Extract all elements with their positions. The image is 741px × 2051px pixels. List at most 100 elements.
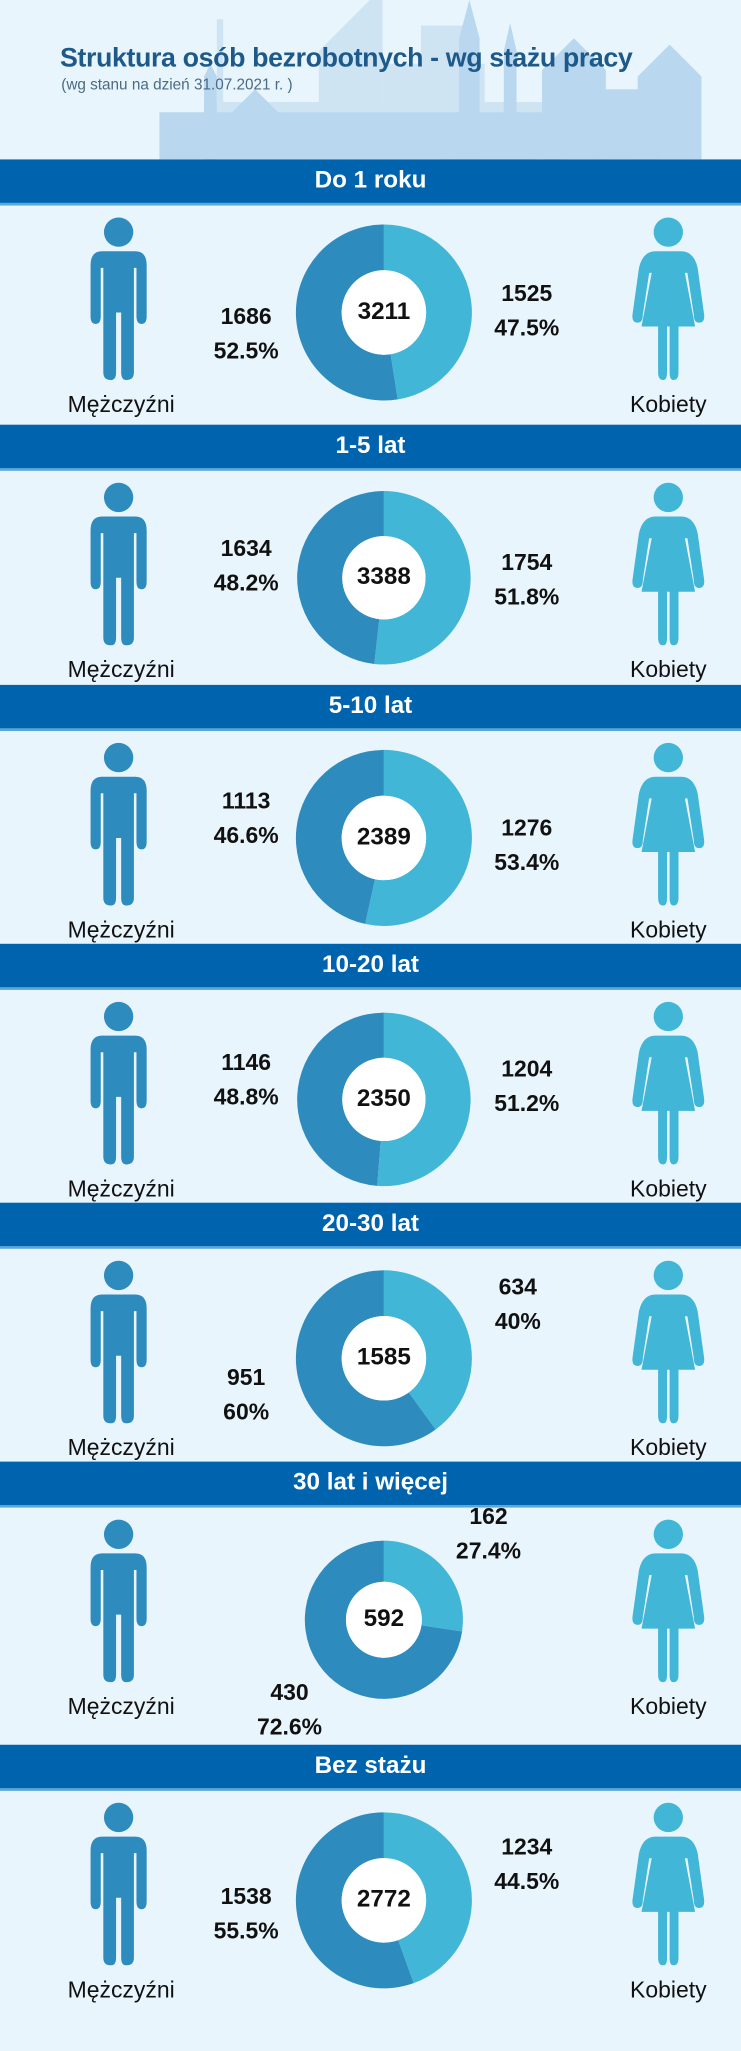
women-percent: 51.8% — [494, 584, 560, 610]
men-values: 430 72.6% — [257, 1676, 322, 1745]
man-figure-icon — [90, 1260, 147, 1424]
women-count: 1525 — [501, 280, 553, 307]
men-count: 1146 — [221, 1049, 272, 1076]
women-label: Kobiety — [630, 1693, 707, 1720]
women-label: Kobiety — [630, 917, 707, 943]
men-percent: 60% — [223, 1399, 270, 1425]
women-count: 1276 — [501, 814, 553, 841]
total-count: 2389 — [356, 823, 411, 851]
donut-slice-women — [383, 1812, 472, 1984]
men-percent: 48.8% — [213, 1084, 279, 1110]
donut-chart — [297, 491, 471, 665]
page-subtitle: (wg stanu na dzień 31.07.2021 r. ) — [61, 75, 293, 94]
women-values: 1234 44.5% — [494, 1830, 559, 1899]
donut-chart — [295, 1270, 472, 1447]
men-label: Mężczyźni — [67, 917, 175, 943]
men-label: Mężczyźni — [67, 1693, 175, 1720]
donut-chart — [295, 224, 472, 401]
woman-figure-icon — [632, 1260, 705, 1424]
women-percent: 40% — [494, 1308, 541, 1335]
women-label: Kobiety — [630, 1434, 707, 1461]
women-values: 1754 51.8% — [494, 546, 559, 615]
men-count: 1634 — [220, 535, 272, 562]
section-heading: Bez stażu — [0, 1744, 741, 1791]
men-label: Mężczyźni — [67, 656, 175, 683]
women-label: Kobiety — [630, 1976, 707, 2003]
donut-hole — [341, 1858, 427, 1943]
donut-slice-men — [295, 749, 384, 924]
donut-hole — [341, 1316, 427, 1401]
women-percent: 53.4% — [494, 849, 560, 875]
donut-slice-men — [297, 1012, 384, 1186]
donut-chart — [295, 749, 472, 926]
section-heading: Do 1 roku — [0, 159, 741, 206]
women-label: Kobiety — [630, 391, 707, 418]
women-values: 1204 51.2% — [494, 1052, 559, 1121]
women-percent: 51.2% — [494, 1090, 560, 1116]
men-percent: 55.5% — [213, 1918, 279, 1944]
men-label: Mężczyźni — [67, 1976, 175, 2003]
women-count: 1234 — [501, 1834, 553, 1860]
seniority-section: 5-10 lat Mężczyźni 2389 1113 46.6% 1276 … — [0, 684, 741, 944]
man-figure-icon — [90, 217, 147, 381]
man-figure-icon — [90, 1802, 147, 1966]
women-count: 1754 — [501, 549, 553, 576]
man-figure-icon — [90, 1519, 147, 1683]
men-count: 430 — [270, 1679, 309, 1706]
donut-slice-men — [295, 1270, 436, 1447]
men-values: 1113 46.6% — [214, 784, 279, 853]
donut-slice-men — [295, 1812, 414, 1989]
donut-hole — [341, 270, 427, 355]
city-skyline-illustration — [159, 0, 702, 160]
men-percent: 72.6% — [256, 1714, 323, 1740]
donut-slice-women — [377, 1012, 471, 1187]
men-label: Mężczyźni — [67, 1434, 175, 1461]
section-heading: 10-20 lat — [0, 943, 741, 990]
man-figure-icon — [90, 482, 147, 646]
seniority-section: 1-5 lat Mężczyźni 3388 1634 48.2% 1754 5… — [0, 424, 741, 685]
donut-slice-men — [297, 491, 384, 664]
man-figure-icon — [90, 1001, 147, 1165]
women-values: 1276 53.4% — [494, 811, 559, 880]
women-count: 162 — [469, 1503, 508, 1530]
women-values: 162 27.4% — [456, 1500, 521, 1569]
total-count: 2772 — [356, 1886, 411, 1914]
men-label: Mężczyźni — [67, 391, 175, 418]
women-percent: 44.5% — [494, 1868, 560, 1894]
men-percent: 46.6% — [213, 822, 279, 849]
donut-slice-women — [365, 749, 472, 926]
women-label: Kobiety — [630, 1175, 707, 1202]
men-count: 951 — [226, 1364, 266, 1391]
donut-chart — [295, 1812, 472, 1989]
donut-hole — [342, 1057, 426, 1142]
section-heading: 1-5 lat — [0, 424, 741, 471]
women-percent: 47.5% — [494, 315, 560, 341]
donut-slice-men — [304, 1540, 463, 1699]
men-values: 1146 48.8% — [214, 1046, 279, 1115]
woman-figure-icon — [632, 742, 705, 906]
men-values: 951 60% — [223, 1361, 269, 1430]
women-count: 1204 — [501, 1056, 553, 1082]
donut-chart — [304, 1540, 463, 1699]
women-label: Kobiety — [630, 656, 707, 683]
donut-hole — [341, 795, 427, 881]
seniority-section: 20-30 lat Mężczyźni 1585 951 60% 634 40%… — [0, 1202, 741, 1462]
woman-figure-icon — [632, 1519, 705, 1683]
donut-slice-women — [383, 224, 472, 400]
donut-chart — [297, 1012, 471, 1187]
women-values: 1525 47.5% — [494, 277, 559, 346]
total-count: 2350 — [356, 1085, 411, 1113]
men-values: 1634 48.2% — [214, 532, 279, 601]
man-figure-icon — [90, 742, 147, 906]
donut-slice-women — [383, 1540, 463, 1632]
donut-hole — [342, 536, 426, 620]
men-values: 1538 55.5% — [214, 1880, 279, 1949]
donut-slice-men — [295, 224, 398, 401]
total-count: 592 — [363, 1605, 405, 1633]
men-percent: 52.5% — [213, 337, 279, 364]
infographic: Struktura osób bezrobotnych - wg stażu p… — [0, 0, 741, 2002]
seniority-section: Bez stażu Mężczyźni 2772 1538 55.5% 1234… — [0, 1744, 741, 2002]
woman-figure-icon — [632, 1001, 705, 1165]
men-count: 1113 — [221, 788, 271, 814]
page-title: Struktura osób bezrobotnych - wg stażu p… — [59, 43, 633, 73]
